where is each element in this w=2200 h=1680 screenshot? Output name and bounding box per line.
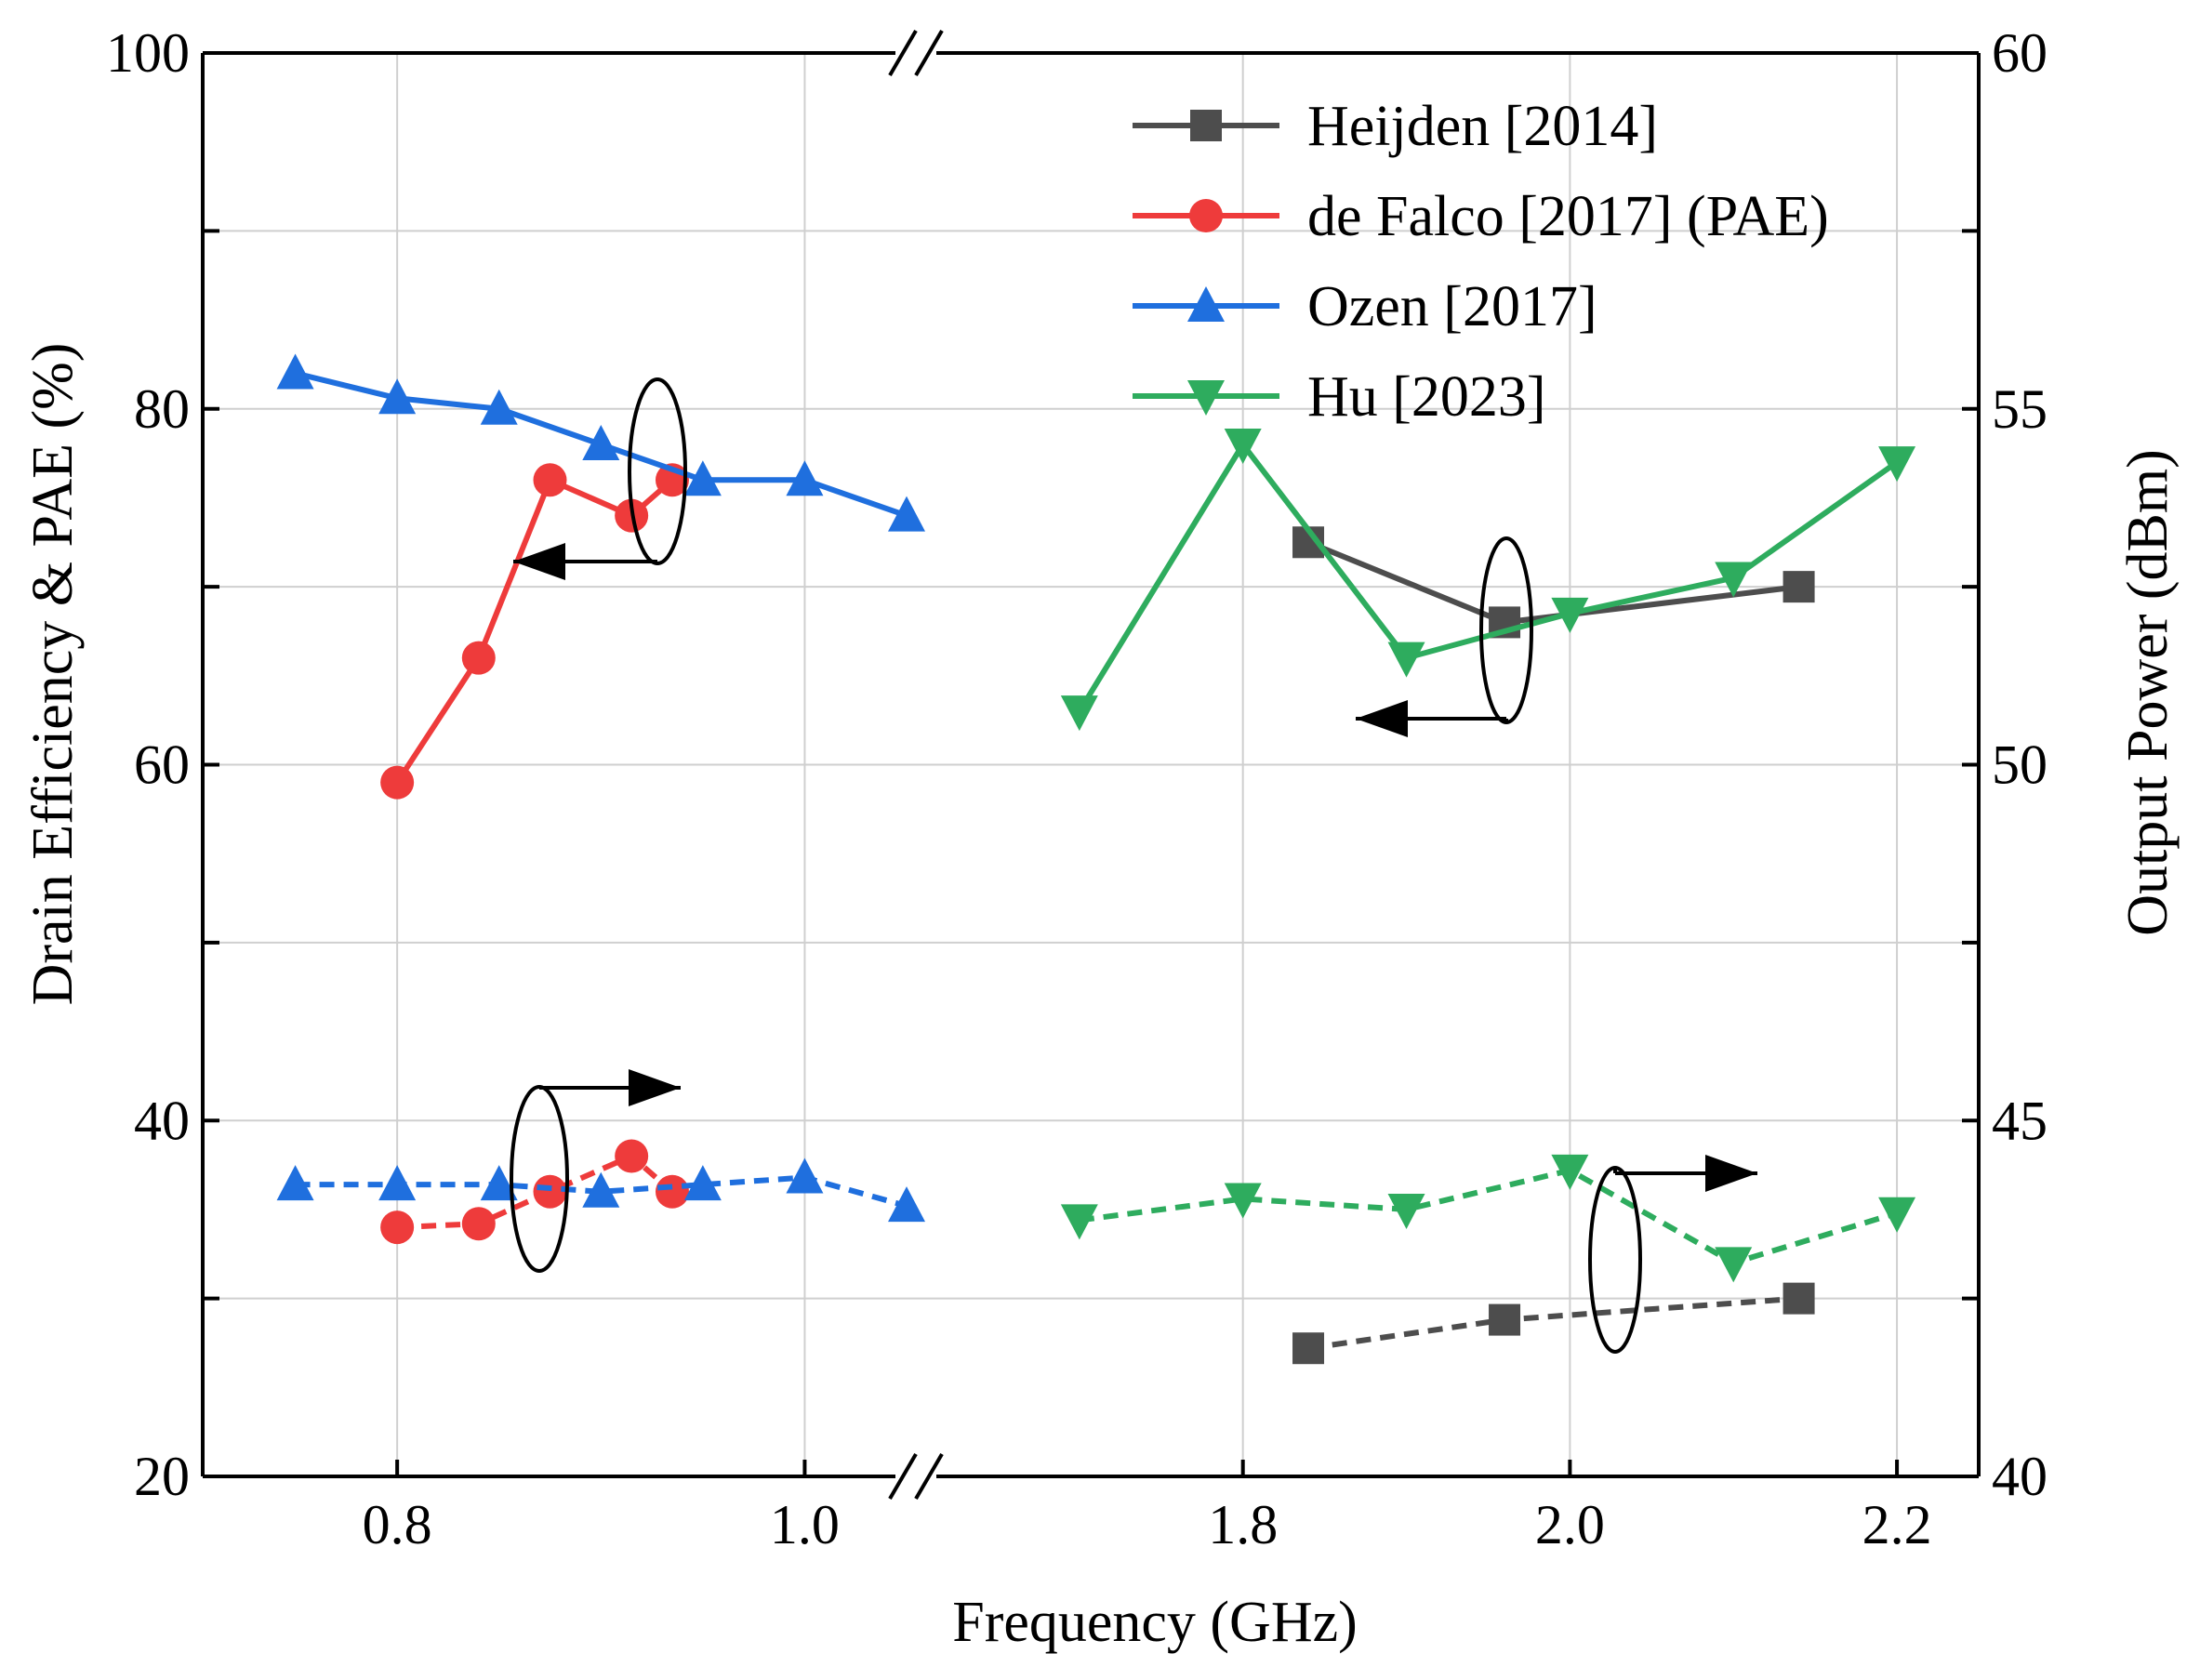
ellipse [1588,1166,1642,1354]
data-point [786,460,824,496]
y-tick-label-right: 40 [1992,1446,2048,1507]
legend-marker [1189,199,1223,232]
data-point [1551,1154,1589,1190]
data-point [1783,1282,1815,1315]
arrow-head [1356,700,1408,737]
data-point [378,1165,417,1201]
y-tick-label-right: 45 [1992,1090,2048,1151]
data-point [1224,1183,1262,1219]
axis-break-mark [914,29,944,77]
data-point [378,378,417,415]
y-tick-label-left: 40 [134,1090,190,1151]
y-tick-label-left: 100 [106,22,190,84]
series-layer [276,353,1916,1365]
series-7 [1060,1154,1916,1283]
y-axis-label-right: Output Power (dBm) [2116,449,2180,936]
legend-label: Ozen [2017] [1307,275,1597,338]
data-point [582,1171,620,1208]
arrow-head [1705,1155,1757,1192]
legend-item-1: de Falco [2017] (PAE) [1133,185,1829,248]
y-axis-label-left: Drain Efficiency & PAE (%) [21,343,85,1006]
data-point [1783,571,1815,603]
data-point [655,1174,689,1209]
series-1 [380,463,689,800]
data-point [461,1207,496,1241]
y-tick-label-right: 55 [1992,378,2048,440]
axis-ticks: 20 40 60 80 100 40 45 50 55 60 0.8 1.0 1.8 2.0 2.2 [106,22,2048,1555]
data-point [276,353,314,390]
x-tick-label: 2.0 [1535,1494,1605,1555]
data-point [480,389,518,425]
data-point [786,1157,824,1194]
x-tick-label: 1.0 [770,1494,840,1555]
ellipse-arrow-right [510,1069,681,1273]
data-point [582,425,620,461]
data-point [380,1210,415,1245]
data-point [888,496,925,532]
x-tick-label: 1.8 [1208,1494,1278,1555]
series-3 [1060,429,1916,732]
axis-break-mark [888,29,918,77]
legend-marker [1190,110,1222,141]
data-point [1878,446,1916,483]
series-6 [276,1157,925,1223]
data-point [1489,1303,1521,1336]
data-point [1060,1204,1098,1240]
data-point [1715,562,1753,598]
ellipse-arrow-left [513,377,687,580]
axis-break-mark [914,1452,944,1501]
data-point [533,463,567,497]
y-tick-label-right: 60 [1992,22,2048,84]
legend-marker [1187,380,1225,416]
y-tick-label-left: 60 [134,734,190,796]
data-point [1387,1193,1425,1229]
arrow-head [629,1069,681,1106]
legend-marker [1187,286,1225,322]
data-point [1060,695,1098,732]
axis-break-mark [888,1452,918,1501]
y-tick-label-left: 80 [134,378,190,440]
y-tick-label-right: 50 [1992,734,2048,796]
series-line [1307,1295,1799,1352]
data-point [888,1186,925,1223]
data-point [1387,642,1425,678]
series-5 [380,1139,689,1245]
x-tick-label: 0.8 [363,1494,432,1555]
x-axis-label: Frequency (GHz) [952,1591,1358,1654]
data-point [683,1165,722,1201]
legend-item-0: Heijden [2014] [1133,95,1658,158]
data-point [1224,429,1262,465]
ellipse-arrow-right [1588,1155,1757,1354]
grid-lines [203,53,1979,1476]
series-4 [1292,1282,1815,1365]
series-line [1077,439,1899,713]
series-line [1079,1167,1898,1266]
data-point [533,1174,567,1209]
legend: Heijden [2014] de Falco [2017] (PAE) Ozen … [1133,95,1829,429]
data-point [683,460,722,496]
annotations [510,377,1757,1354]
data-point [1715,1247,1753,1283]
y-tick-label-left: 20 [134,1446,190,1507]
arrow-head [513,543,565,580]
data-point [1551,597,1589,633]
data-point [1878,1197,1916,1233]
legend-item-2: Ozen [2017] [1133,275,1597,338]
series-2 [276,353,925,532]
legend-label: de Falco [2017] (PAE) [1307,185,1829,248]
ellipse-arrow-left [1356,536,1533,737]
legend-label: Heijden [2014] [1307,95,1658,158]
data-point [615,1139,649,1173]
data-point [461,641,496,675]
data-point [480,1165,518,1201]
data-point [276,1165,314,1201]
x-tick-label: 2.2 [1862,1494,1932,1555]
legend-label: Hu [2023] [1307,365,1546,429]
data-point [380,765,415,800]
data-point [1292,1332,1325,1365]
legend-item-3: Hu [2023] [1133,365,1546,429]
